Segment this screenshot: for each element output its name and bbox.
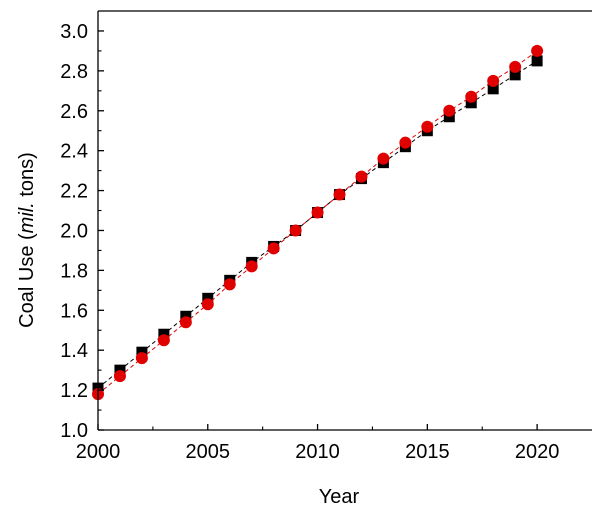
- series-2-circle-marker: [135, 352, 148, 365]
- y-tick-label: 1.2: [60, 380, 88, 402]
- series-2-circle-marker: [157, 334, 170, 347]
- y-tick-label: 2.2: [60, 181, 88, 203]
- y-axis-title-prefix: Coal Use (: [16, 233, 38, 328]
- y-tick-label: 2.8: [60, 61, 88, 83]
- x-tick-label: 2005: [186, 441, 231, 463]
- y-axis-title-italic: mil.: [16, 202, 38, 233]
- x-tick-label: 2020: [515, 441, 560, 463]
- series-1-square-marker: [487, 83, 499, 95]
- series-layer: [92, 44, 544, 401]
- y-tick-label: 1.8: [60, 260, 88, 282]
- series-2-circle-marker: [333, 188, 346, 201]
- series-2-circle-marker: [289, 224, 302, 237]
- series-2-circle-marker: [201, 298, 214, 311]
- series-2-circle-marker: [223, 278, 236, 291]
- y-tick-label: 2.4: [60, 141, 88, 163]
- series-1-square-marker: [531, 55, 543, 67]
- series-2-line: [97, 50, 538, 395]
- series-2-circle-marker: [355, 170, 368, 183]
- series-2-circle-marker: [443, 104, 456, 117]
- series-2-circle-marker: [377, 152, 390, 165]
- y-axis-title-suffix: tons): [16, 152, 38, 202]
- x-tick-label: 2010: [295, 441, 340, 463]
- series-2-circle-marker: [487, 74, 500, 87]
- plot-frame: [97, 10, 592, 431]
- y-tick-label: 1.0: [60, 420, 88, 442]
- series-2-circle-marker: [465, 90, 478, 103]
- series-2-circle-marker: [179, 316, 192, 329]
- series-2-circle-marker: [267, 242, 280, 255]
- x-axis-title: Year: [319, 486, 360, 508]
- y-tick-label: 2.0: [60, 220, 88, 242]
- series-2-circle-marker: [311, 206, 324, 219]
- series-2-circle-marker: [509, 60, 522, 73]
- series-2-circle-marker: [245, 260, 258, 273]
- series-1-square-marker: [509, 69, 521, 81]
- x-tick-label: 2015: [405, 441, 450, 463]
- y-tick-label: 1.4: [60, 340, 88, 362]
- axis-ticks: 2000 2005 2010 2015 2020 1.0 1.2 1.4 1.6 1.8 2.0 2.…: [60, 21, 559, 463]
- y-tick-label: 2.6: [60, 101, 88, 123]
- y-tick-label: 3.0: [60, 21, 88, 43]
- x-tick-label: 2000: [76, 441, 121, 463]
- series-2-circle-marker: [531, 44, 544, 57]
- series-2-circle-marker: [399, 136, 412, 149]
- series-2-circle-marker: [113, 370, 126, 383]
- y-axis-title: Coal Use (mil. tons): [16, 152, 38, 328]
- series-2-circle-marker: [421, 120, 434, 133]
- y-tick-label: 1.6: [60, 300, 88, 322]
